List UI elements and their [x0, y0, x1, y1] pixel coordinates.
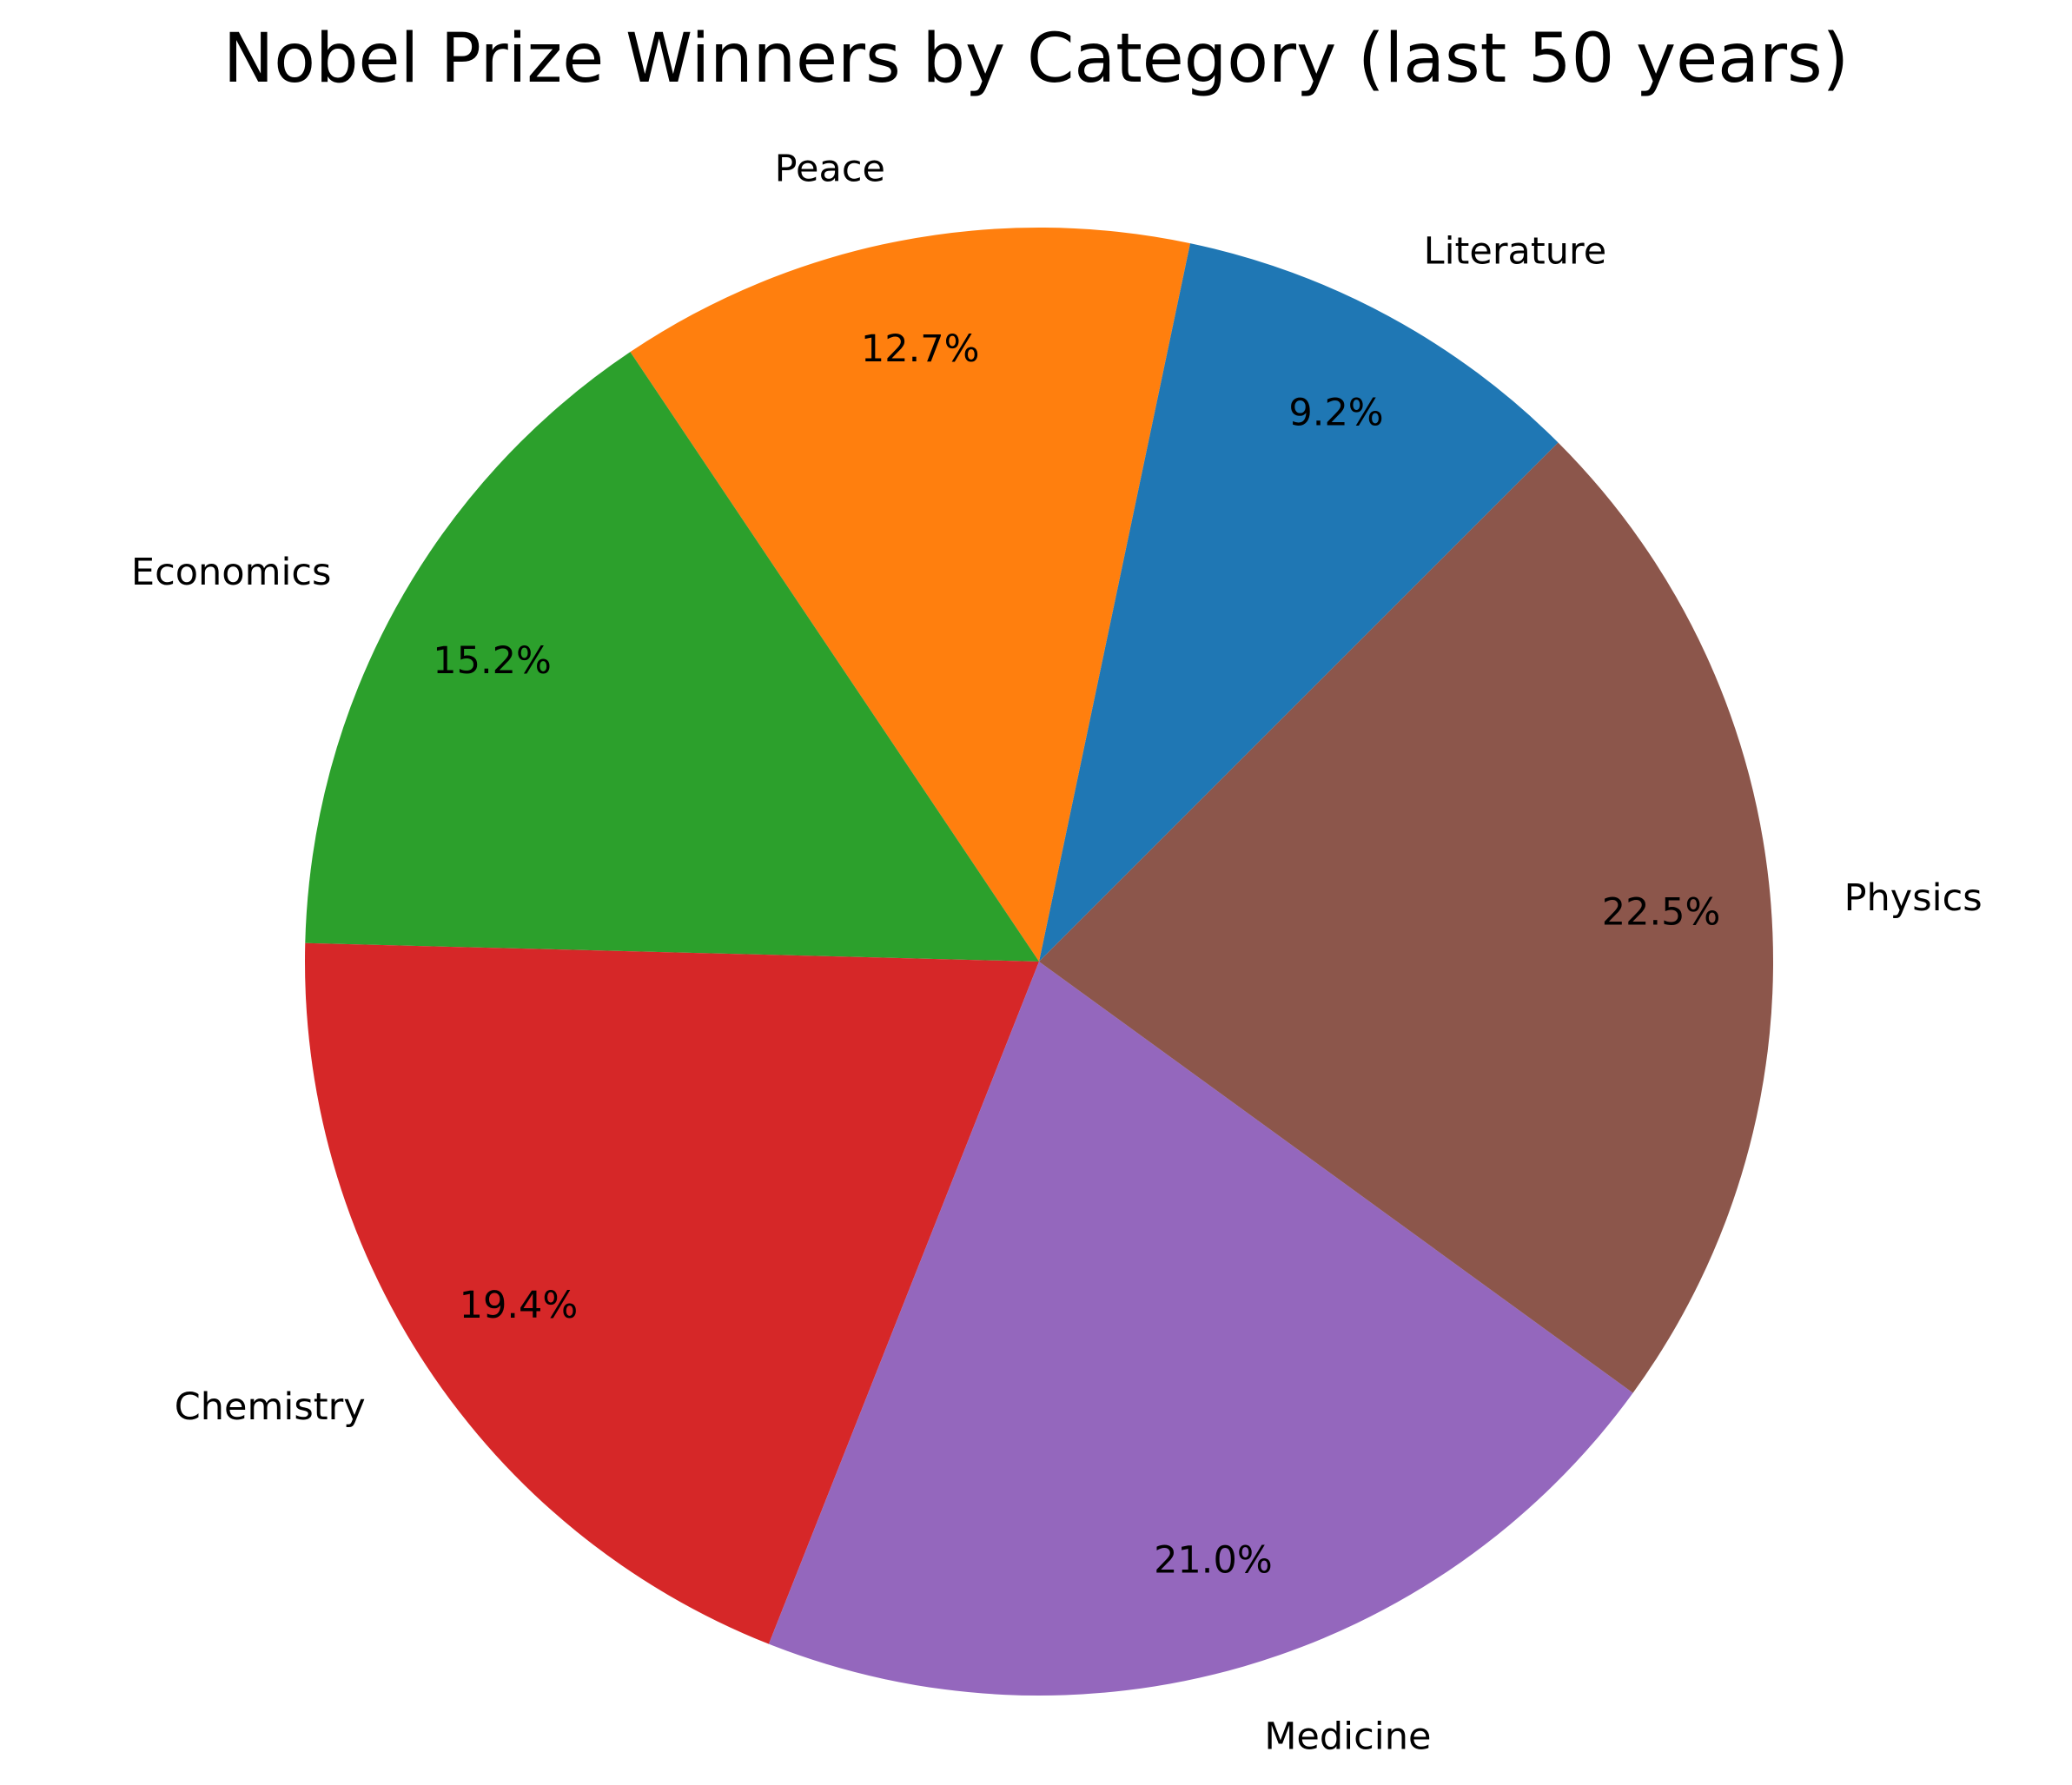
percent-label-medicine: 21.0%	[1154, 1539, 1273, 1583]
pie-slice-economics	[305, 352, 1039, 962]
percent-label-literature: 9.2%	[1288, 391, 1383, 434]
labels-layer: 9.2% Literature 12.7% Peace 15.2% Economics 19…	[131, 148, 1983, 1759]
percent-label-chemistry: 19.4%	[460, 1284, 579, 1327]
pie-slice-literature	[1039, 243, 1559, 962]
percent-label-physics: 22.5%	[1602, 891, 1721, 935]
category-label-literature: Literature	[1424, 230, 1607, 274]
category-label-physics: Physics	[1844, 876, 1983, 920]
percent-label-peace: 12.7%	[861, 327, 980, 371]
category-label-chemistry: Chemistry	[175, 1385, 366, 1429]
pie-slice-medicine	[768, 962, 1633, 1696]
slices-layer	[305, 228, 1774, 1696]
pie-slice-peace	[630, 228, 1190, 962]
category-label-peace: Peace	[775, 148, 885, 191]
pie-slice-physics	[1039, 442, 1774, 1393]
pie-slice-chemistry	[305, 942, 1040, 1644]
category-label-economics: Economics	[131, 551, 332, 594]
category-label-medicine: Medicine	[1264, 1716, 1431, 1759]
chart-title: Nobel Prize Winners by Category (last 50…	[222, 20, 1850, 98]
percent-label-economics: 15.2%	[433, 639, 552, 683]
